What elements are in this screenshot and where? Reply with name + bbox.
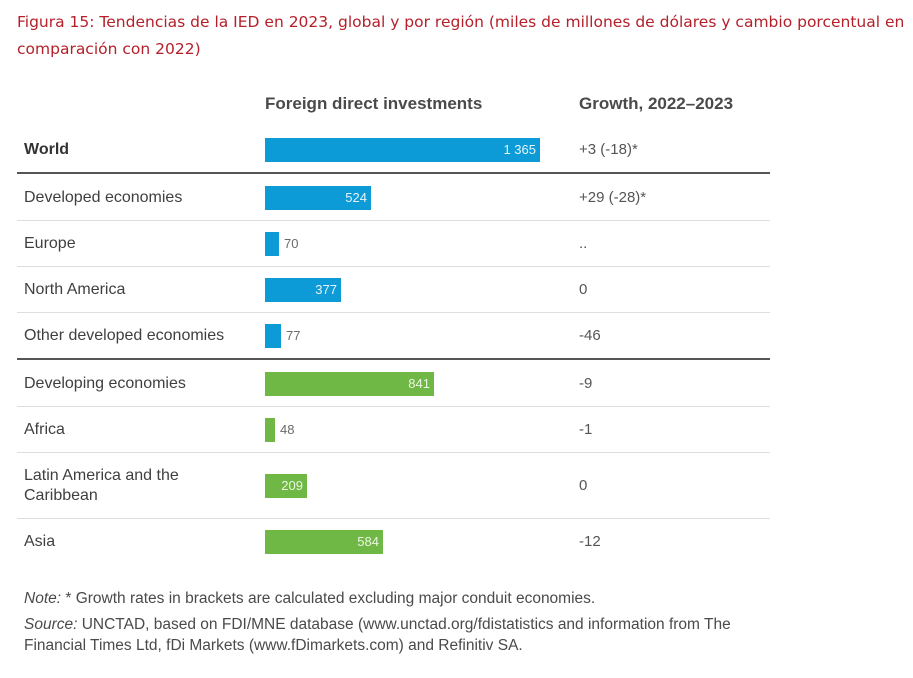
row-divider: [17, 266, 770, 267]
growth-value: 0: [579, 281, 588, 298]
bar-value-label: 841: [408, 376, 430, 391]
growth-value: 0: [579, 477, 588, 494]
row-divider: [17, 312, 770, 313]
row-label: Europe: [24, 235, 76, 252]
row-label: North America: [24, 281, 126, 298]
group-divider: [17, 172, 770, 174]
bar: [265, 138, 540, 162]
bar-value-label: 524: [345, 190, 367, 205]
bar: [265, 232, 279, 256]
growth-value: -9: [579, 375, 593, 392]
bar: [265, 372, 434, 396]
column-header-growth: Growth, 2022–2023: [579, 94, 734, 113]
growth-value: +3 (-18)*: [579, 141, 638, 158]
bar: [265, 324, 281, 348]
growth-value: -12: [579, 533, 601, 550]
bar: [265, 186, 371, 210]
bar-value-label: 77: [286, 328, 301, 343]
note-line: Note: * Growth rates in brackets are cal…: [24, 589, 595, 609]
source-line-1: Source: UNCTAD, based on FDI/MNE databas…: [24, 615, 731, 635]
bar-value-label: 1 365: [503, 142, 536, 157]
growth-value: -1: [579, 421, 593, 438]
row-label: Developed economies: [24, 189, 183, 206]
row-divider: [17, 452, 770, 453]
growth-value: ..: [579, 235, 588, 252]
bar-value-label: 48: [280, 422, 295, 437]
row-label: Asia: [24, 533, 56, 550]
note-text: * Growth rates in brackets are calculate…: [61, 590, 596, 607]
bar-value-label: 209: [281, 478, 303, 493]
source-text-1: UNCTAD, based on FDI/MNE database (www.u…: [77, 616, 731, 633]
row-label: World: [24, 141, 70, 158]
row-divider: [17, 518, 770, 519]
column-header-fdi: Foreign direct investments: [265, 94, 483, 113]
bar-value-label: 377: [315, 282, 337, 297]
row-divider: [17, 406, 770, 407]
growth-value: +29 (-28)*: [579, 189, 647, 206]
group-divider: [17, 358, 770, 360]
source-label: Source:: [24, 616, 78, 633]
note-label: Note:: [24, 590, 62, 607]
growth-value: -46: [579, 327, 601, 344]
figure-caption: Figura 15: Tendencias de la IED en 2023,…: [17, 13, 905, 58]
bar: [265, 278, 341, 302]
bar-value-label: 70: [284, 236, 299, 251]
row-label: Latin America and the Caribbean: [24, 467, 179, 504]
bar: [265, 474, 307, 498]
bar: [265, 418, 275, 442]
row-label: Developing economies: [24, 375, 186, 392]
bar-value-label: 584: [357, 534, 379, 549]
row-label: Other developed economies: [24, 327, 225, 344]
source-line-2: Financial Times Ltd, fDi Markets (www.fD…: [24, 637, 523, 654]
row-divider: [17, 220, 770, 221]
bar: [265, 530, 383, 554]
row-label: Africa: [24, 421, 65, 438]
